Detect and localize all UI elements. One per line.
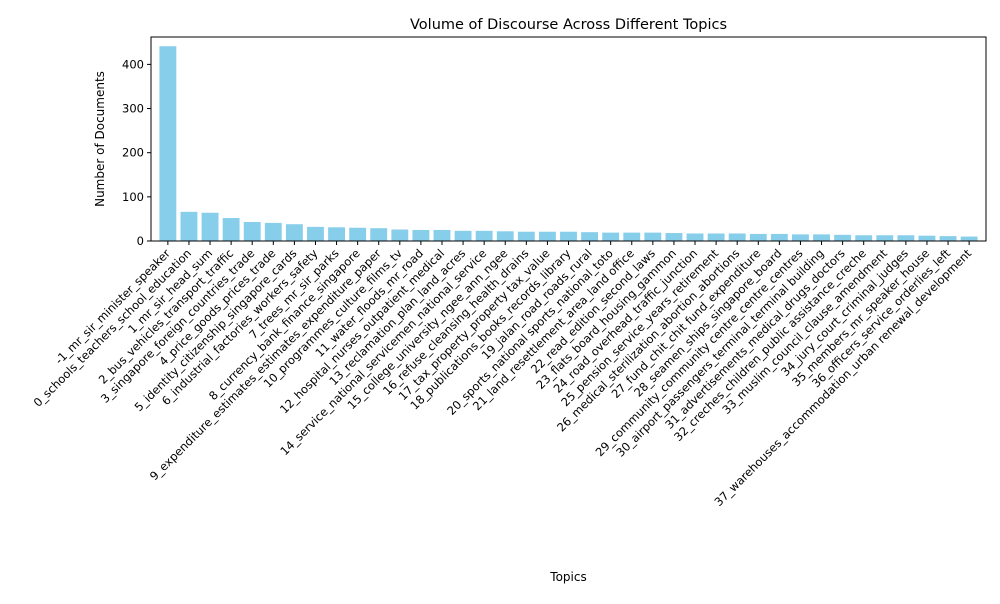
bars-group [159,46,978,241]
bar [433,229,451,241]
bar [454,230,472,241]
bar [813,234,830,241]
bar [707,233,725,241]
bar [180,211,198,241]
bar [644,232,662,241]
bar [285,224,303,241]
bar [960,236,978,241]
bar [412,229,430,241]
y-axis-label: Number of Documents [93,71,107,207]
x-axis-label: Topics [549,570,586,584]
bar [222,218,240,241]
bar [391,229,409,241]
bar [517,231,535,241]
bar [855,235,873,241]
bar [159,46,177,241]
bar [834,234,852,241]
bar [307,226,324,241]
bar [728,233,746,241]
bar [581,232,599,241]
bar [897,235,915,241]
y-tick-label: 400 [122,57,144,71]
plot-frame [150,36,987,242]
bar [264,222,282,241]
bar [475,230,493,241]
bar [496,231,514,241]
y-tick-label: 0 [137,234,144,248]
y-tick-label: 200 [122,146,144,160]
bar [201,212,219,241]
bar [370,228,388,241]
bar [623,232,641,241]
bar [749,233,767,241]
bar [560,231,577,241]
bar [876,235,894,241]
bar [918,235,936,241]
y-tick-label: 300 [122,102,144,116]
bar [686,233,704,241]
bar [939,236,957,241]
bar [770,233,788,241]
bar [349,227,367,241]
bar [602,232,620,241]
bar [792,234,809,241]
bar [538,231,556,241]
bar [665,233,683,241]
chart-title: Volume of Discourse Across Different Top… [410,17,727,33]
bar [328,227,345,241]
bar [243,222,261,241]
y-axis: 0 100 200 300 400 [122,57,151,248]
y-tick-label: 100 [122,190,144,204]
